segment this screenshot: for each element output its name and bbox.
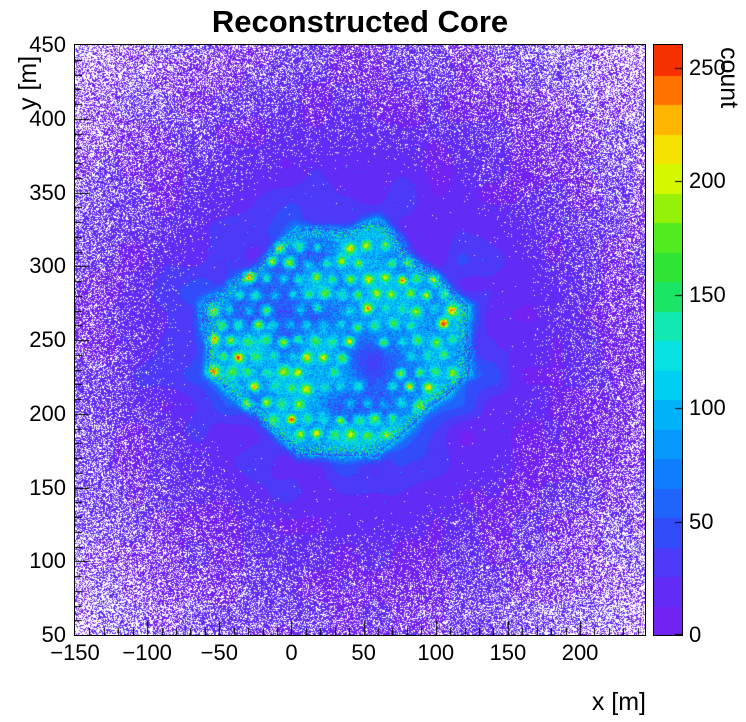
- x-tick-label: −50: [200, 640, 238, 665]
- y-tick-label: 400: [29, 105, 66, 131]
- x-tick-label: 100: [417, 640, 455, 665]
- z-tick-label: 250: [689, 54, 726, 80]
- x-tick-label: 50: [351, 640, 376, 665]
- colorbar-canvas: [654, 45, 682, 635]
- y-tick-label: 250: [29, 327, 66, 352]
- plot-frame: [74, 44, 646, 636]
- colorbar-frame: [653, 44, 683, 636]
- z-tick-label: 0: [689, 622, 702, 647]
- x-tick-label: −100: [122, 640, 172, 665]
- x-tick-label: 0: [285, 640, 298, 665]
- y-tick-label: 100: [29, 548, 66, 574]
- z-tick-label: 150: [689, 281, 726, 307]
- y-tick-label: 300: [29, 253, 66, 279]
- x-tick-label: −150: [50, 640, 100, 665]
- plot-title: Reconstructed Core: [211, 4, 509, 39]
- y-tick-label: 450: [29, 32, 66, 57]
- y-axis-title: y [m]: [14, 55, 42, 110]
- y-tick-label: 350: [29, 179, 66, 205]
- y-tick-label: 200: [29, 400, 66, 426]
- z-tick-label: 100: [689, 395, 726, 421]
- x-tick-label: 150: [489, 640, 527, 665]
- z-tick-label: 200: [689, 168, 726, 194]
- y-tick-label: 50: [41, 622, 66, 647]
- x-tick-label: 200: [561, 640, 599, 665]
- z-axis-title: count: [715, 47, 743, 109]
- z-tick-label: 50: [689, 508, 714, 534]
- x-axis-title: x [m]: [591, 688, 646, 716]
- y-tick-label: 150: [29, 474, 66, 500]
- heatmap-canvas: [75, 45, 645, 635]
